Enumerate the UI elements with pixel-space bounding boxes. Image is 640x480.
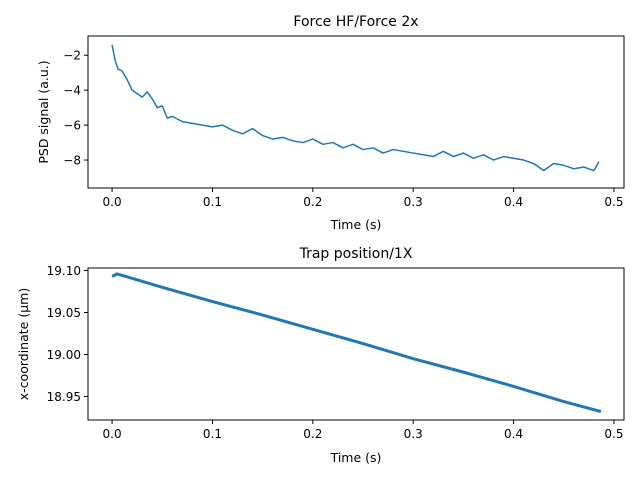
y-tick-label: 19.10 [47,264,81,278]
x-tick-label: 0.3 [404,195,423,209]
axis-ticks: 0.0 0.1 0.2 0.3 0.4 0.5 −2 −4 −6 −8 [63,49,623,209]
chart-title: Force HF/Force 2x [293,14,418,30]
x-tick-label: 0.1 [203,195,222,209]
series-line [111,44,600,172]
x-axis-label: Time (s) [330,217,382,232]
x-tick-label: 0.4 [504,427,523,441]
x-tick-label: 0.0 [103,427,122,441]
y-tick-label: 19.05 [47,306,81,320]
subplot-trap: Trap position/1X 0.0 0.1 0.2 0.3 0.4 0.5 19.10… [16,246,625,465]
series-line [111,272,602,414]
y-axis-label: PSD signal (a.u.) [36,60,51,163]
x-tick-label: 0.1 [203,427,222,441]
x-axis-label: Time (s) [330,450,382,465]
y-tick-label: −2 [63,49,81,63]
chart-title: Trap position/1X [299,246,413,262]
y-tick-label: −4 [63,84,81,98]
y-tick-label: 19.00 [47,348,81,362]
x-tick-label: 0.5 [604,195,623,209]
y-axis-label: x-coordinate (μm) [16,288,31,400]
y-tick-label: 18.95 [47,390,81,404]
x-tick-label: 0.2 [303,195,322,209]
y-tick-label: −6 [63,119,81,133]
x-tick-label: 0.4 [504,195,523,209]
x-tick-label: 0.3 [404,427,423,441]
x-tick-label: 0.2 [303,427,322,441]
subplot-force: Force HF/Force 2x 0.0 0.1 0.2 0.3 0.4 0.5 −2 −4… [36,14,625,232]
axis-ticks: 0.0 0.1 0.2 0.3 0.4 0.5 19.10 19.05 19.00 18.95 [47,264,624,441]
x-tick-label: 0.0 [103,195,122,209]
plot-frame [87,35,625,189]
plot-frame [87,267,625,421]
x-tick-label: 0.5 [604,427,623,441]
y-tick-label: −8 [63,154,81,168]
